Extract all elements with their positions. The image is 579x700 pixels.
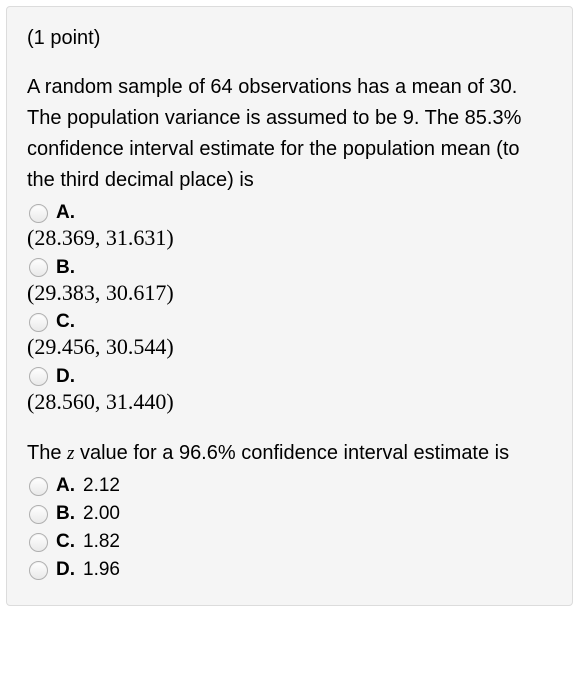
q2-a-letter: A. [56,475,75,497]
points-label: (1 point) [27,27,552,50]
radio-q1-a[interactable] [29,204,48,223]
q2-prefix: The [27,442,67,464]
q2-suffix: value for a 96.6% confidence interval es… [74,442,509,464]
radio-q2-b[interactable] [29,505,48,524]
question1-text: A random sample of 64 observations has a… [27,72,552,196]
q2-c-letter: C. [56,531,75,553]
radio-q1-d[interactable] [29,367,48,386]
q1-a-value: (28.369, 31.631) [27,224,552,253]
q2-d-letter: D. [56,559,75,581]
q1-b-letter: B. [56,257,75,279]
q1-d-letter: D. [56,366,75,388]
q1-option-c: C. (29.456, 30.544) [27,311,552,362]
q2-a-value: 2.12 [83,475,120,497]
q2-d-value: 1.96 [83,559,120,581]
q2-option-d: D. 1.96 [27,559,552,581]
q1-a-letter: A. [56,202,75,224]
question2-text: The z value for a 96.6% confidence inter… [27,438,552,469]
q1-d-value: (28.560, 31.440) [27,388,552,417]
radio-q1-c[interactable] [29,313,48,332]
q2-b-letter: B. [56,503,75,525]
q2-c-value: 1.82 [83,531,120,553]
q2-option-c: C. 1.82 [27,531,552,553]
q2-b-value: 2.00 [83,503,120,525]
q1-option-d: D. (28.560, 31.440) [27,366,552,417]
radio-q2-c[interactable] [29,533,48,552]
q1-option-b: B. (29.383, 30.617) [27,257,552,308]
radio-q1-b[interactable] [29,258,48,277]
q1-c-value: (29.456, 30.544) [27,333,552,362]
page-container: (1 point) A random sample of 64 observat… [0,0,579,612]
radio-q2-a[interactable] [29,477,48,496]
radio-q2-d[interactable] [29,561,48,580]
question-panel: (1 point) A random sample of 64 observat… [6,6,573,606]
q2-option-b: B. 2.00 [27,503,552,525]
q1-option-a: A. (28.369, 31.631) [27,202,552,253]
q2-option-a: A. 2.12 [27,475,552,497]
q1-b-value: (29.383, 30.617) [27,279,552,308]
q1-c-letter: C. [56,311,75,333]
